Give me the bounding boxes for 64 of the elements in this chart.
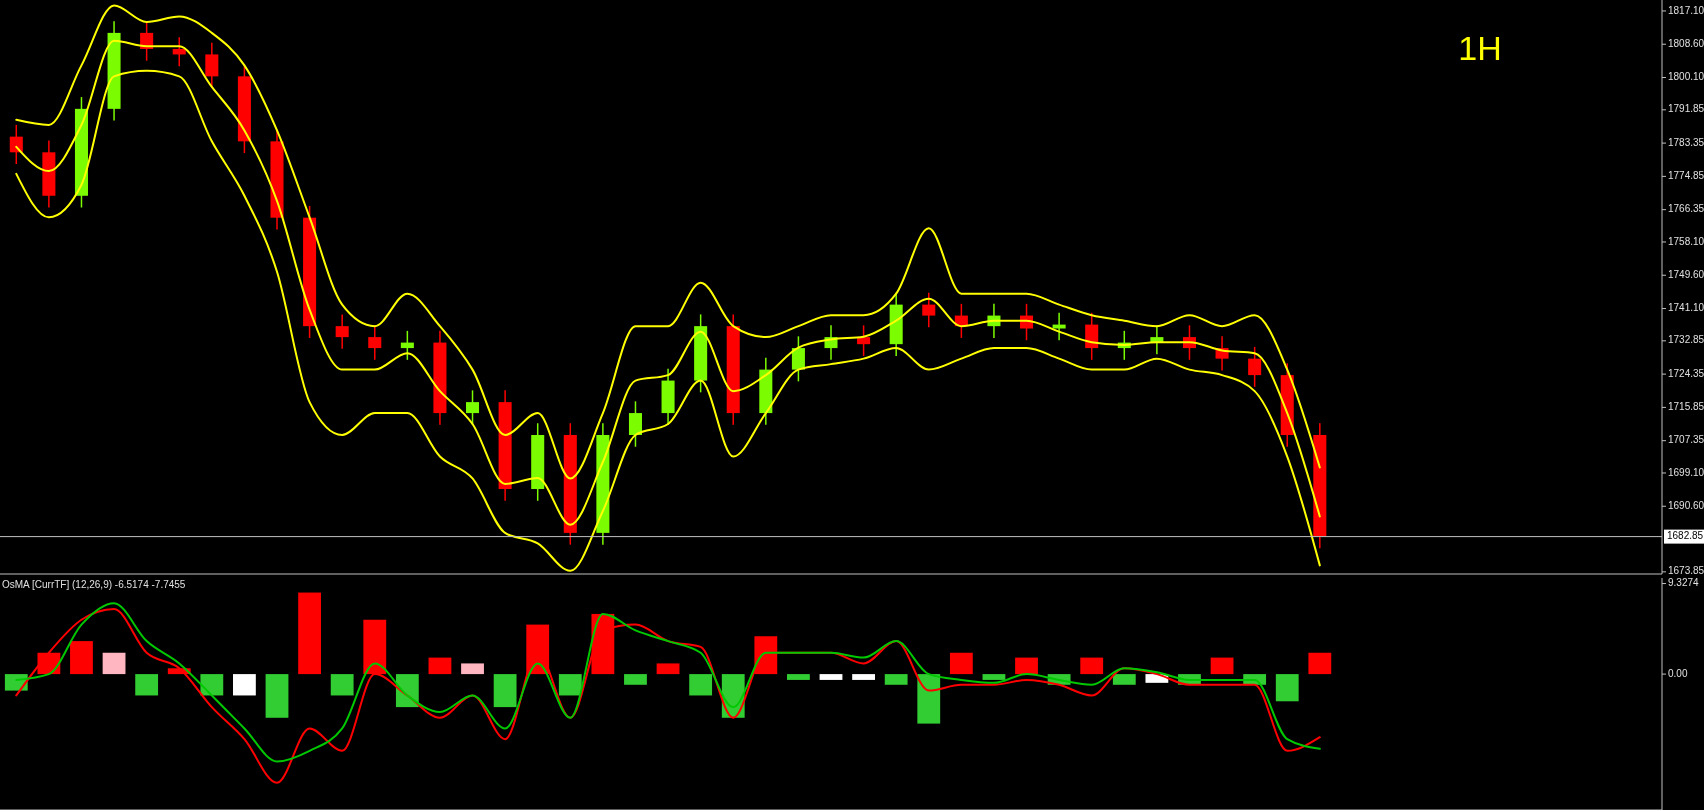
candlestick	[400, 330, 414, 361]
y-tick-label: 1724.35	[1668, 367, 1704, 379]
bar	[102, 652, 126, 675]
candlestick	[335, 313, 349, 350]
candlestick	[791, 335, 805, 383]
y-tick-label: 1791.85	[1668, 103, 1704, 115]
candlestick	[1248, 346, 1262, 388]
y-tick-label: 1707.35	[1668, 434, 1704, 446]
bar	[233, 674, 256, 696]
candlestick	[368, 324, 382, 361]
y-tick-label: 1783.35	[1668, 136, 1704, 148]
y-tick-label: 1699.10	[1668, 466, 1704, 478]
bar	[754, 636, 778, 675]
y-tick-label: 1749.60	[1668, 268, 1704, 280]
y-tick-label: 1766.35	[1668, 203, 1704, 215]
y-tick-label: 1758.10	[1668, 235, 1704, 247]
y-tick-label: 9.3274	[1668, 577, 1700, 589]
y-tick-label: 1673.85	[1668, 565, 1704, 577]
y-tick-label: 0.00	[1668, 667, 1688, 679]
annotation: 1H	[1458, 29, 1502, 67]
bar	[363, 619, 387, 675]
bar	[884, 674, 908, 685]
y-tick-label: 1808.60	[1668, 37, 1704, 49]
bar	[70, 641, 93, 675]
bar	[852, 674, 875, 680]
y-tick-label: 1774.85	[1668, 170, 1704, 182]
bar	[949, 652, 973, 675]
bar	[624, 674, 647, 685]
bar	[298, 592, 321, 675]
bar	[1210, 657, 1234, 675]
bar	[1080, 657, 1104, 675]
y-tick-label: 1800.10	[1668, 71, 1704, 83]
bar	[917, 674, 941, 724]
candlestick	[857, 324, 871, 357]
y-tick-label: 1741.10	[1668, 302, 1704, 314]
bar	[1015, 657, 1038, 675]
bar	[1112, 674, 1136, 685]
bar	[461, 663, 484, 675]
y-tick-label: 1817.10	[1668, 4, 1704, 16]
chart-title: OsMA [CurrTF] (12,26,9) -6.5174 -7.7455	[2, 579, 186, 590]
bar	[787, 674, 810, 680]
bar	[330, 674, 354, 696]
bar	[689, 674, 713, 696]
bar	[819, 674, 843, 680]
y-tick-label: 1715.85	[1668, 401, 1704, 413]
bar	[1275, 674, 1299, 702]
candlestick	[205, 41, 219, 89]
bar	[493, 674, 517, 708]
bar	[200, 674, 224, 696]
line-series	[15, 4, 1321, 480]
bar	[265, 674, 289, 718]
candlestick	[172, 36, 186, 67]
candlestick	[922, 292, 936, 329]
bar	[1308, 652, 1332, 675]
bar	[135, 674, 159, 696]
bar	[558, 674, 582, 696]
bar	[428, 657, 452, 675]
ref-line-label: 1682.85	[1667, 530, 1704, 542]
bar	[656, 663, 680, 675]
y-tick-label: 1732.85	[1668, 334, 1704, 346]
candlestick	[1052, 312, 1066, 341]
y-tick-label: 1690.60	[1668, 499, 1704, 511]
candlestick	[628, 400, 642, 448]
bar	[982, 674, 1006, 680]
